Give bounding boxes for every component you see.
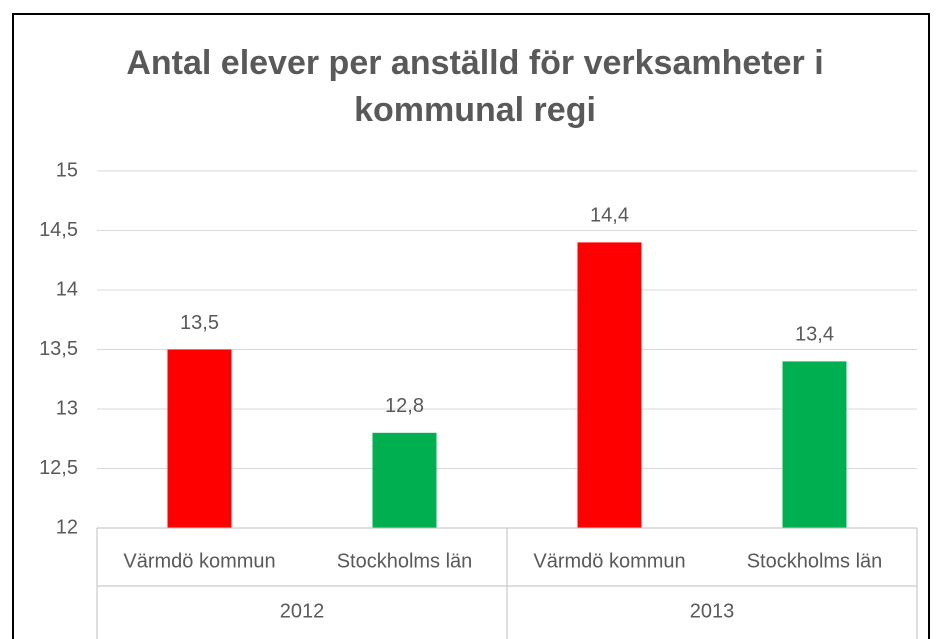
y-tick-label: 14,5 xyxy=(39,219,78,241)
y-tick-label: 12,5 xyxy=(39,457,78,479)
bar xyxy=(577,242,642,528)
x-tick-label: Värmdö kommun xyxy=(123,550,275,572)
x-tick-label: Värmdö kommun xyxy=(533,550,685,572)
x-tick-label: Stockholms län xyxy=(337,550,473,572)
y-tick-label: 15 xyxy=(56,159,78,181)
bar xyxy=(372,432,437,528)
bar xyxy=(167,349,232,528)
data-label: 12,8 xyxy=(385,395,424,417)
y-tick-label: 14 xyxy=(56,278,78,300)
y-tick-label: 13 xyxy=(56,397,78,419)
frame xyxy=(12,13,930,639)
data-label: 14,4 xyxy=(590,205,629,227)
data-label: 13,4 xyxy=(795,324,834,346)
bar xyxy=(782,361,847,528)
group-label: 2012 xyxy=(280,600,325,622)
x-tick-label: Stockholms län xyxy=(747,550,883,572)
y-tick-label: 13,5 xyxy=(39,338,78,360)
chart-title: Antal elever per anställd för verksamhet… xyxy=(126,44,824,129)
data-label: 13,5 xyxy=(180,312,219,334)
y-tick-label: 12 xyxy=(56,516,78,538)
group-label: 2013 xyxy=(690,600,735,622)
